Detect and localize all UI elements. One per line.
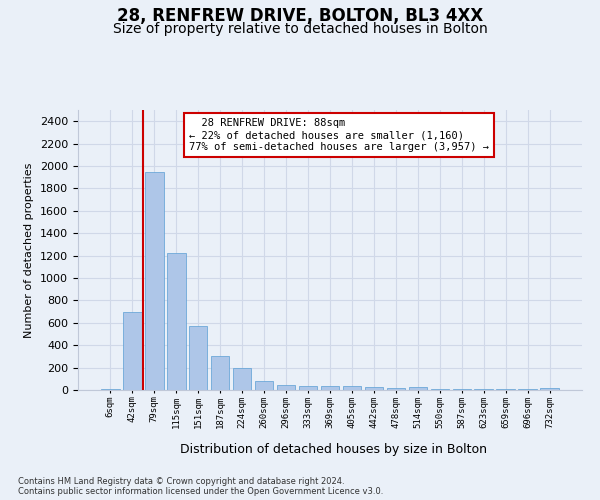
Bar — [365, 386, 383, 390]
Bar — [145, 172, 164, 390]
Bar — [101, 389, 119, 390]
Text: Size of property relative to detached houses in Bolton: Size of property relative to detached ho… — [113, 22, 487, 36]
Bar — [386, 388, 405, 390]
Text: 28 RENFREW DRIVE: 88sqm
← 22% of detached houses are smaller (1,160)
77% of semi: 28 RENFREW DRIVE: 88sqm ← 22% of detache… — [189, 118, 489, 152]
Text: Distribution of detached houses by size in Bolton: Distribution of detached houses by size … — [179, 442, 487, 456]
Bar — [299, 386, 317, 390]
Text: 28, RENFREW DRIVE, BOLTON, BL3 4XX: 28, RENFREW DRIVE, BOLTON, BL3 4XX — [117, 8, 483, 26]
Bar — [320, 386, 340, 390]
Bar — [211, 356, 229, 390]
Bar — [409, 387, 427, 390]
Bar — [343, 386, 361, 390]
Y-axis label: Number of detached properties: Number of detached properties — [25, 162, 34, 338]
Bar — [255, 381, 274, 390]
Bar — [277, 385, 295, 390]
Bar — [167, 254, 185, 390]
Text: Contains public sector information licensed under the Open Government Licence v3: Contains public sector information licen… — [18, 488, 383, 496]
Bar — [123, 312, 142, 390]
Bar — [452, 389, 471, 390]
Text: Contains HM Land Registry data © Crown copyright and database right 2024.: Contains HM Land Registry data © Crown c… — [18, 478, 344, 486]
Bar — [189, 326, 208, 390]
Bar — [541, 388, 559, 390]
Bar — [233, 368, 251, 390]
